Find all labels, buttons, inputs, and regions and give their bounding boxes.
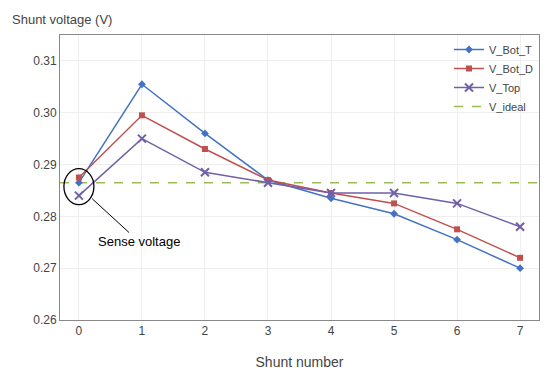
svg-text:0.29: 0.29 bbox=[33, 158, 57, 172]
svg-text:6: 6 bbox=[454, 324, 461, 338]
svg-text:7: 7 bbox=[517, 324, 524, 338]
svg-text:2: 2 bbox=[202, 324, 209, 338]
svg-text:3: 3 bbox=[265, 324, 272, 338]
svg-text:V_ideal: V_ideal bbox=[489, 101, 526, 113]
svg-text:0.31: 0.31 bbox=[33, 54, 57, 68]
svg-text:5: 5 bbox=[391, 324, 398, 338]
svg-text:1: 1 bbox=[139, 324, 146, 338]
svg-text:0: 0 bbox=[76, 324, 83, 338]
svg-text:0.30: 0.30 bbox=[33, 106, 57, 120]
svg-text:V_Bot_T: V_Bot_T bbox=[489, 44, 532, 56]
svg-text:Shunt number: Shunt number bbox=[256, 354, 344, 370]
svg-text:Sense voltage: Sense voltage bbox=[98, 234, 180, 249]
svg-text:0.28: 0.28 bbox=[33, 210, 57, 224]
svg-text:V_Bot_D: V_Bot_D bbox=[489, 63, 533, 75]
svg-text:4: 4 bbox=[328, 324, 335, 338]
svg-text:V_Top: V_Top bbox=[489, 82, 520, 94]
svg-text:0.27: 0.27 bbox=[33, 261, 57, 275]
svg-text:Shunt voltage (V): Shunt voltage (V) bbox=[12, 12, 112, 27]
svg-text:0.26: 0.26 bbox=[33, 313, 57, 327]
